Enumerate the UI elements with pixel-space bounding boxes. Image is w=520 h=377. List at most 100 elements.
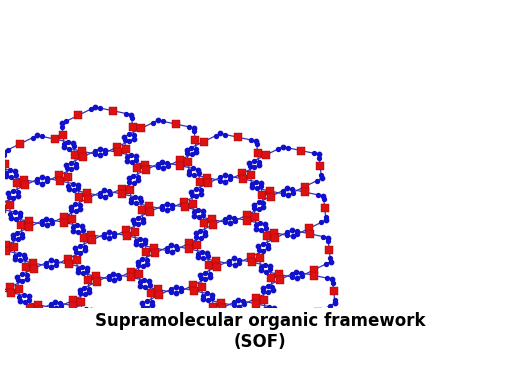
Point <box>100 231 108 237</box>
Point <box>82 341 90 347</box>
Point <box>177 288 185 294</box>
Point <box>172 290 180 296</box>
Point <box>261 309 269 315</box>
Point <box>144 354 152 360</box>
Point <box>140 321 149 327</box>
Point <box>152 344 161 350</box>
Point <box>194 254 203 260</box>
Point <box>173 246 181 252</box>
Point <box>331 300 339 307</box>
Point <box>100 234 109 241</box>
Point <box>257 227 266 233</box>
Point <box>121 146 129 152</box>
Point <box>0 165 2 171</box>
Point <box>67 204 75 210</box>
Point <box>0 149 8 155</box>
Point <box>225 261 233 267</box>
Point <box>288 227 296 233</box>
Point <box>279 144 287 150</box>
Point <box>114 319 123 325</box>
Point <box>188 201 197 207</box>
Point <box>83 312 92 318</box>
Point <box>58 120 66 126</box>
Point <box>257 180 265 186</box>
Point <box>59 214 68 220</box>
Point <box>167 289 176 295</box>
Point <box>12 181 21 187</box>
Point <box>315 155 323 161</box>
Point <box>176 325 185 331</box>
Point <box>72 208 80 214</box>
Point <box>78 148 86 154</box>
Point <box>230 262 239 268</box>
Point <box>209 339 217 345</box>
Point <box>91 104 99 110</box>
Point <box>18 316 26 322</box>
Point <box>288 274 296 280</box>
Point <box>263 283 271 289</box>
Point <box>22 273 31 279</box>
Point <box>129 173 138 179</box>
Point <box>68 216 76 222</box>
Point <box>64 183 73 189</box>
Point <box>145 366 153 372</box>
Point <box>256 337 265 343</box>
Point <box>85 289 94 295</box>
Point <box>60 219 69 225</box>
Point <box>85 333 94 339</box>
Point <box>87 231 96 238</box>
Point <box>188 151 196 157</box>
Point <box>38 343 47 349</box>
Point <box>132 238 140 244</box>
Point <box>317 175 326 181</box>
Point <box>58 124 66 130</box>
Point <box>216 178 225 184</box>
Point <box>82 306 90 312</box>
Point <box>184 159 192 165</box>
Point <box>43 175 51 181</box>
Point <box>196 179 204 185</box>
Point <box>297 273 306 279</box>
Point <box>306 231 314 237</box>
Point <box>201 229 209 235</box>
Point <box>203 175 212 181</box>
Point <box>235 256 243 262</box>
Point <box>64 186 73 192</box>
Point <box>185 167 193 173</box>
Point <box>316 163 324 169</box>
Point <box>259 288 267 294</box>
Point <box>192 230 200 236</box>
Point <box>268 287 277 293</box>
Point <box>127 112 136 118</box>
Point <box>189 166 198 172</box>
Point <box>266 263 274 269</box>
Point <box>11 172 20 178</box>
Point <box>128 159 136 165</box>
Point <box>196 272 204 278</box>
Point <box>315 151 323 157</box>
Point <box>81 244 89 250</box>
Point <box>136 195 145 201</box>
Point <box>85 326 93 333</box>
Point <box>51 258 60 264</box>
Point <box>123 233 131 239</box>
Point <box>34 302 42 308</box>
Point <box>121 137 129 143</box>
Point <box>205 311 214 317</box>
Point <box>51 136 59 142</box>
Point <box>17 222 25 228</box>
Point <box>138 256 147 262</box>
Point <box>190 288 198 294</box>
Point <box>176 372 185 377</box>
Point <box>256 220 265 226</box>
Point <box>51 299 59 305</box>
Point <box>212 258 220 264</box>
Point <box>283 232 292 238</box>
Point <box>81 291 89 297</box>
Point <box>201 276 210 282</box>
Point <box>105 273 113 279</box>
Point <box>120 133 128 139</box>
Point <box>15 294 23 300</box>
Point <box>42 263 50 269</box>
Point <box>289 190 297 196</box>
